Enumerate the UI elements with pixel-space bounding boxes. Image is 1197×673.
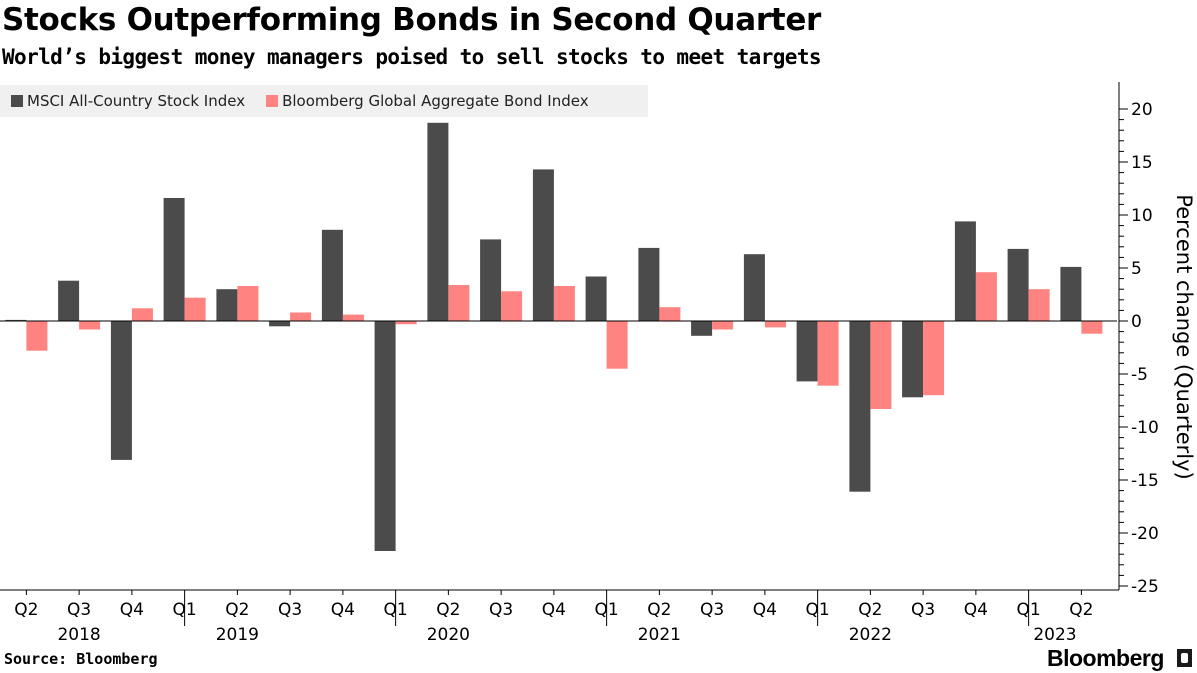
bar-stock-18 [954, 221, 976, 321]
y-tick-label: 10 [1131, 206, 1153, 226]
x-year-label: 2019 [216, 625, 259, 645]
bar-bond-9 [501, 291, 523, 321]
bar-stock-12 [638, 247, 660, 321]
bar-bond-11 [606, 321, 628, 369]
x-tick-label: Q2 [225, 600, 249, 620]
chart-legend: MSCI All-Country Stock Index Bloomberg G… [0, 85, 648, 117]
bar-bond-20 [1081, 321, 1103, 334]
x-tick-label: Q3 [489, 600, 513, 620]
bar-stock-1 [58, 280, 80, 321]
x-tick-label: Q4 [331, 600, 355, 620]
bar-bond-14 [764, 321, 786, 328]
y-tick-label: -25 [1131, 577, 1159, 597]
y-tick-label: -5 [1131, 365, 1148, 385]
bar-stock-8 [427, 122, 449, 321]
bar-bond-17 [923, 321, 945, 396]
x-tick-label: Q4 [753, 600, 777, 620]
bar-bond-0 [26, 321, 48, 351]
x-tick-label: Q2 [436, 600, 460, 620]
x-tick-label: Q1 [173, 600, 197, 620]
bar-stock-13 [691, 321, 713, 336]
x-tick-label: Q2 [1069, 600, 1093, 620]
bar-stock-5 [269, 321, 291, 327]
bar-stock-14 [743, 254, 765, 321]
x-year-label: 2021 [638, 625, 681, 645]
x-year-label: 2020 [427, 625, 470, 645]
bar-stock-7 [374, 321, 396, 551]
legend-item-bond: Bloomberg Global Aggregate Bond Index [266, 92, 589, 110]
source-note: Source: Bloomberg [4, 650, 158, 668]
bar-bond-10 [553, 286, 575, 321]
y-tick-label: -10 [1131, 418, 1159, 438]
legend-label-stock: MSCI All-Country Stock Index [27, 92, 246, 110]
x-tick-label: Q2 [858, 600, 882, 620]
y-tick-label: -15 [1131, 471, 1159, 491]
bar-stock-11 [585, 276, 607, 321]
chart-title: Stocks Outperforming Bonds in Second Qua… [2, 2, 822, 38]
bar-bond-2 [131, 308, 153, 321]
y-tick-label: -20 [1131, 524, 1159, 544]
x-year-label: 2023 [1033, 625, 1076, 645]
bar-bond-4 [237, 286, 259, 321]
bloomberg-logo-mark-icon [1177, 649, 1192, 667]
bar-bond-18 [975, 272, 997, 321]
bar-stock-2 [110, 321, 132, 460]
legend-label-bond: Bloomberg Global Aggregate Bond Index [282, 92, 589, 110]
x-tick-label: Q1 [595, 600, 619, 620]
bar-stock-4 [216, 289, 238, 321]
bar-bond-15 [817, 321, 839, 386]
x-tick-label: Q2 [647, 600, 671, 620]
bar-stock-20 [1060, 266, 1082, 321]
bar-bond-13 [712, 321, 734, 330]
bar-stock-0 [5, 319, 27, 321]
chart-subtitle: World’s biggest money managers poised to… [2, 45, 822, 69]
y-tick-label: 20 [1131, 100, 1153, 120]
y-axis-title: Percent change (Quarterly) [1172, 194, 1196, 479]
bar-stock-16 [849, 321, 871, 492]
bar-bond-5 [290, 312, 312, 321]
x-tick-label: Q3 [700, 600, 724, 620]
x-year-label: 2022 [849, 625, 892, 645]
y-tick-label: 15 [1131, 153, 1153, 173]
bar-bond-12 [659, 307, 681, 321]
bar-bond-7 [395, 321, 417, 325]
bar-bond-1 [79, 321, 101, 330]
bar-stock-17 [902, 321, 924, 398]
x-tick-label: Q3 [911, 600, 935, 620]
x-tick-label: Q1 [806, 600, 830, 620]
bar-stock-3 [163, 198, 185, 321]
x-tick-label: Q3 [67, 600, 91, 620]
legend-swatch-bond [266, 95, 279, 107]
y-tick-label: 0 [1131, 312, 1142, 332]
bar-stock-6 [321, 229, 343, 321]
bar-bond-6 [342, 314, 364, 321]
legend-item-stock: MSCI All-Country Stock Index [11, 92, 245, 110]
bar-stock-19 [1007, 248, 1029, 321]
x-tick-label: Q1 [384, 600, 408, 620]
x-year-label: 2018 [57, 625, 100, 645]
y-tick-label: 5 [1131, 259, 1142, 279]
legend-swatch-stock [11, 95, 23, 107]
bloomberg-logo: Bloomberg [1047, 645, 1164, 671]
x-tick-label: Q4 [542, 600, 566, 620]
bar-stock-10 [532, 169, 554, 321]
x-tick-label: Q3 [278, 600, 302, 620]
x-tick-label: Q4 [964, 600, 988, 620]
bar-bond-19 [1028, 289, 1050, 321]
bar-bond-16 [870, 321, 892, 409]
bar-bond-3 [184, 297, 206, 321]
x-tick-label: Q2 [14, 600, 38, 620]
bar-stock-9 [480, 239, 502, 321]
x-tick-label: Q1 [1017, 600, 1041, 620]
bar-stock-15 [796, 321, 818, 382]
x-tick-label: Q4 [120, 600, 144, 620]
bar-bond-8 [448, 285, 470, 321]
